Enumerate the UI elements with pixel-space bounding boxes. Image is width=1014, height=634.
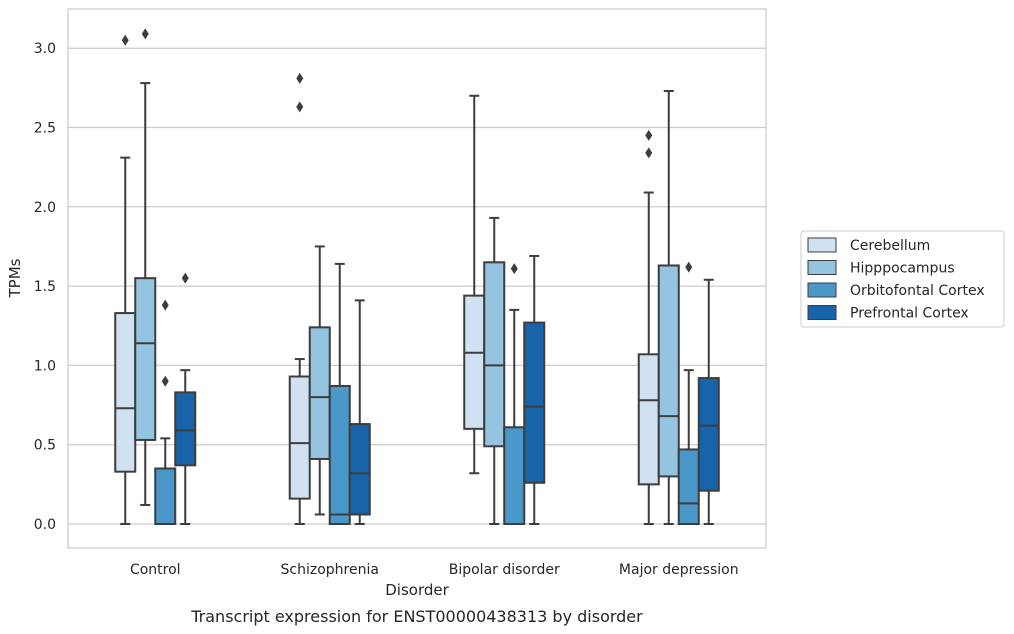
box-cerebellum — [637, 129, 660, 525]
x-tick-label: Schizophrenia — [281, 562, 379, 578]
box-orbitofontal-cortex — [677, 261, 700, 526]
box-hipppocampus — [308, 245, 331, 516]
box-prefrontal-cortex — [348, 299, 371, 525]
outlier-marker — [181, 272, 189, 284]
iqr-box — [697, 377, 720, 492]
iqr-box — [503, 426, 526, 525]
y-tick-label: 1.0 — [34, 358, 56, 374]
legend-swatch — [807, 260, 837, 275]
figure-caption: Transcript expression for ENST0000043831… — [190, 607, 643, 626]
outlier-marker — [296, 101, 304, 113]
iqr-box — [657, 264, 680, 478]
legend-swatch — [807, 237, 837, 253]
iqr-box — [637, 353, 660, 486]
plot-area-frame — [67, 8, 767, 549]
box-prefrontal-cortex — [523, 254, 546, 525]
iqr-box — [174, 391, 197, 467]
y-tick-label: 2.5 — [34, 121, 56, 137]
legend-swatch — [807, 305, 837, 320]
iqr-box — [463, 294, 486, 430]
box-hipppocampus — [483, 216, 506, 525]
legend-label: Prefrontal Cortex — [850, 306, 969, 322]
iqr-box — [134, 277, 157, 441]
y-tick-label: 0.5 — [34, 438, 56, 454]
box-prefrontal-cortex — [697, 278, 720, 525]
outlier-marker — [510, 263, 518, 275]
outlier-marker — [685, 261, 693, 273]
y-tick-labels: 0.0 0.5 1.0 1.5 2.0 2.5 3.0 — [34, 41, 56, 533]
x-tick-labels: Control Schizophrenia Bipolar disorder Majo… — [130, 562, 739, 578]
y-tick-label: 1.5 — [34, 279, 56, 295]
iqr-box — [483, 261, 506, 448]
box-orbitofontal-cortex — [154, 299, 177, 525]
outlier-marker — [161, 375, 169, 387]
iqr-box — [328, 385, 351, 525]
outlier-marker — [645, 147, 653, 159]
iqr-box — [348, 423, 371, 516]
legend: Cerebellum Hipppocampus Orbitofontal Corte… — [800, 230, 1005, 328]
outlier-marker — [296, 72, 304, 84]
box-hipppocampus — [134, 28, 157, 506]
iqr-box — [677, 448, 700, 526]
y-tick-label: 3.0 — [34, 41, 56, 57]
y-axis-label: TPMs — [6, 258, 24, 298]
iqr-box — [523, 321, 546, 484]
box-orbitofontal-cortex — [328, 262, 351, 525]
box-orbitofontal-cortex — [503, 263, 526, 525]
legend-frame — [800, 230, 1005, 328]
x-tick-label: Control — [130, 562, 181, 578]
iqr-box — [114, 312, 137, 473]
outlier-marker — [161, 299, 169, 311]
iqr-box — [308, 326, 331, 460]
box-hipppocampus — [657, 90, 680, 525]
x-tick-label: Bipolar disorder — [449, 562, 560, 578]
legend-label: Orbitofontal Cortex — [850, 283, 985, 299]
box-prefrontal-cortex — [174, 272, 197, 525]
legend-swatch — [807, 282, 837, 298]
outlier-marker — [645, 129, 653, 141]
legend-label: Cerebellum — [850, 238, 930, 254]
x-tick-label: Major depression — [619, 562, 739, 578]
box-cerebellum — [463, 94, 486, 475]
y-tick-label: 2.0 — [34, 200, 56, 216]
legend-label: Hipppocampus — [850, 261, 955, 277]
x-axis-label: Disorder — [385, 581, 449, 599]
iqr-box — [288, 375, 311, 500]
box-series-group — [114, 28, 720, 526]
box-cerebellum — [114, 34, 137, 525]
y-tick-label: 0.0 — [34, 517, 56, 533]
outlier-marker — [141, 28, 149, 40]
box-cerebellum — [288, 72, 311, 525]
outlier-marker — [121, 34, 129, 46]
iqr-box — [154, 467, 177, 525]
